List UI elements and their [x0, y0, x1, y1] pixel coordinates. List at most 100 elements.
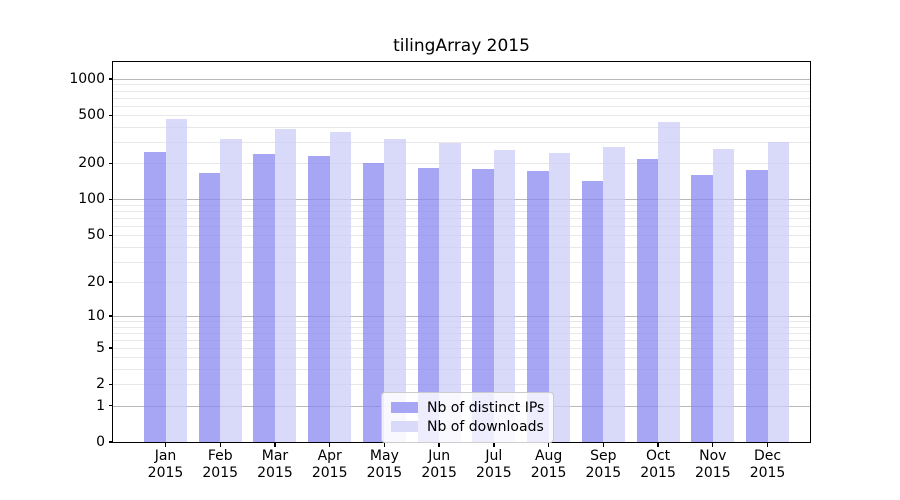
bar-downloads-feb [220, 138, 242, 442]
y-tick-label: 50 [87, 227, 105, 244]
bar-downloads-oct [658, 122, 680, 442]
bar-ips-may [362, 163, 385, 442]
x-tick-month: Mar [261, 448, 289, 464]
bar-downloads-sep [603, 147, 625, 442]
legend-item-distinct-ips: Nb of distinct IPs [391, 398, 544, 417]
gridline-minor [113, 321, 810, 322]
x-tick-month: May [369, 448, 399, 464]
x-tick-month: Jun [428, 448, 451, 464]
x-tick-label: May 2015 [349, 448, 419, 481]
bar-downloads-may [384, 139, 406, 442]
bar-downloads-jun [439, 142, 461, 442]
gridline-major [113, 78, 810, 80]
x-tick-label: Jan 2015 [131, 448, 201, 481]
gridline-minor [113, 217, 810, 219]
x-tick-year: 2015 [640, 464, 676, 481]
bar-downloads-aug [548, 153, 571, 442]
gridline-minor [113, 235, 810, 237]
y-tick-label: 2 [96, 376, 105, 393]
chart-title: tilingArray 2015 [393, 36, 530, 56]
x-tick-mark [712, 443, 714, 447]
bar-ips-sep [581, 180, 604, 442]
gridline-minor [113, 246, 810, 248]
gridline-major [113, 315, 810, 317]
x-tick-label: Aug 2015 [514, 448, 584, 481]
x-tick-label: Jun 2015 [404, 448, 474, 481]
legend-swatch-ips [391, 402, 418, 413]
y-tick-mark [109, 441, 113, 443]
y-tick-label: 0 [96, 434, 105, 450]
bar-downloads-apr [329, 131, 352, 442]
x-tick-year: 2015 [366, 464, 403, 481]
x-tick-year: 2015 [530, 464, 567, 481]
y-tick-label: 1000 [69, 70, 105, 87]
gridline-minor [113, 339, 810, 341]
x-tick-label: Mar 2015 [240, 448, 310, 481]
bar-ips-jan [144, 151, 166, 442]
bar-ips-oct [636, 158, 659, 442]
x-tick-label: Jul 2015 [459, 448, 529, 481]
y-tick-mark [109, 383, 113, 385]
gridline-minor [113, 105, 810, 107]
x-tick-month: Apr [317, 448, 342, 464]
y-tick-mark [109, 234, 113, 237]
y-tick-label: 1 [96, 397, 105, 414]
x-tick-year: 2015 [311, 464, 348, 481]
bar-ips-mar [253, 154, 275, 442]
x-tick-year: 2015 [694, 464, 731, 481]
x-tick-mark [383, 443, 386, 447]
y-tick-label: 5 [96, 339, 105, 356]
bar-downloads-jan [165, 119, 187, 442]
gridline-minor [113, 347, 810, 349]
plot-area [112, 61, 811, 443]
x-tick-label: Feb 2015 [185, 448, 255, 481]
gridline-minor [113, 225, 810, 227]
gridline-minor [113, 332, 810, 334]
y-tick-label: 500 [78, 107, 105, 124]
x-tick-month: Feb [207, 448, 233, 464]
gridline-minor [113, 97, 810, 99]
x-tick-mark [657, 443, 659, 447]
y-tick-label: 200 [78, 155, 105, 172]
y-tick-label: 100 [78, 191, 105, 208]
x-tick-mark [602, 443, 605, 447]
x-tick-year: 2015 [585, 464, 622, 481]
y-tick-mark [109, 198, 113, 201]
x-tick-mark [438, 443, 440, 447]
gridline-minor [113, 115, 810, 117]
legend: Nb of distinct IPs Nb of downloads [381, 392, 555, 443]
x-tick-year: 2015 [749, 464, 786, 481]
x-tick-year: 2015 [421, 464, 457, 481]
gridline-minor [113, 357, 810, 359]
gridline-minor [113, 90, 810, 92]
x-tick-year: 2015 [147, 464, 184, 481]
gridline-minor [113, 163, 810, 165]
x-tick-mark [547, 443, 550, 447]
bar-ips-nov [691, 174, 713, 442]
x-tick-month: Sep [590, 448, 617, 464]
gridline-minor [113, 326, 810, 328]
x-tick-label: Sep 2015 [568, 448, 638, 481]
x-tick-year: 2015 [202, 464, 239, 481]
gridline-minor [113, 84, 810, 86]
bar-downloads-nov [712, 149, 735, 442]
bar-downloads-jul [493, 150, 516, 442]
x-tick-mark [219, 443, 221, 447]
legend-label-ips: Nb of distinct IPs [427, 399, 545, 416]
legend-item-downloads: Nb of downloads [391, 417, 544, 436]
gridline-minor [113, 204, 810, 206]
y-tick-mark [109, 347, 113, 349]
bar-ips-aug [527, 170, 549, 442]
x-tick-month: Nov [699, 448, 727, 464]
gridline-minor [113, 261, 810, 263]
x-tick-month: Dec [753, 448, 782, 464]
gridline-minor [113, 127, 810, 129]
x-tick-month: Oct [645, 448, 671, 464]
bar-ips-feb [198, 173, 221, 442]
y-tick-mark [109, 281, 113, 283]
legend-swatch-downloads [391, 421, 418, 432]
x-tick-label: Apr 2015 [295, 448, 365, 481]
legend-label-downloads: Nb of downloads [427, 418, 544, 435]
gridline-minor [113, 211, 810, 213]
x-tick-label: Nov 2015 [678, 448, 748, 481]
